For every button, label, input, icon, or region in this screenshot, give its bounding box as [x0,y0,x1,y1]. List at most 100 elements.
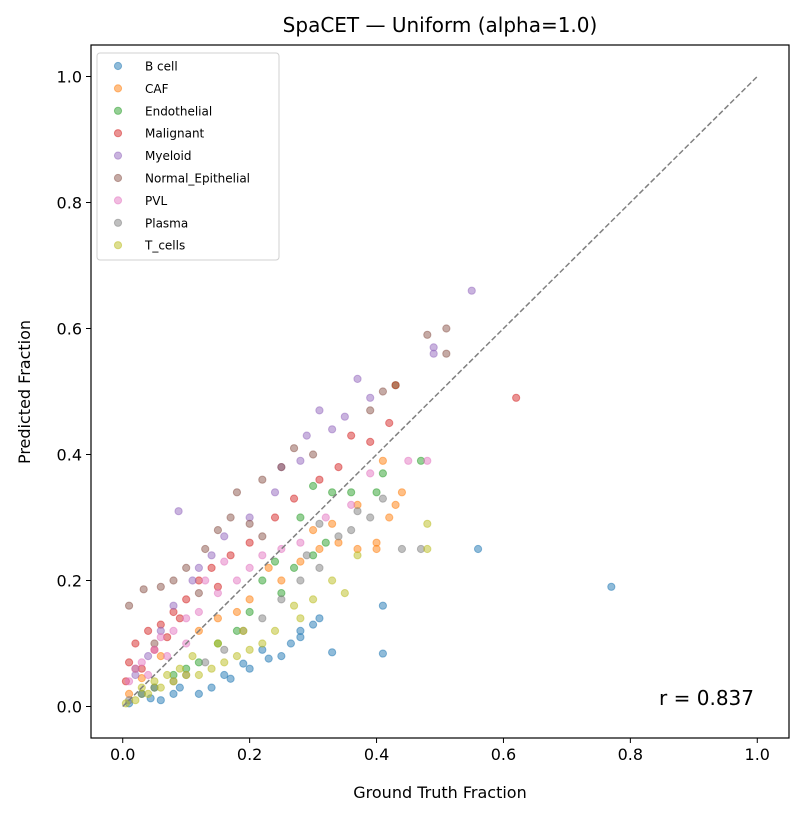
data-point [347,526,356,535]
data-point [245,607,254,617]
data-point [182,563,191,573]
data-point [124,601,134,610]
data-point [378,601,387,610]
data-point [194,670,203,680]
legend-item: Plasma [113,216,188,230]
legend-item: B cell [113,60,178,74]
legend-label: PVL [145,194,167,208]
data-point [296,513,305,522]
data-point [353,507,362,516]
data-point [289,494,299,503]
data-point [308,481,318,491]
data-point [124,658,134,667]
legend-item: CAF [113,82,169,96]
x-axis-label: Ground Truth Fraction [353,783,526,802]
data-point [207,563,216,573]
data-point [423,544,432,554]
data-point [277,463,286,472]
data-point [175,664,184,673]
data-point [391,381,400,390]
data-point [286,639,295,648]
data-point [372,488,381,497]
data-point [163,670,172,680]
data-point [245,538,254,547]
data-point [308,450,318,459]
data-point [607,582,616,591]
series-plasma [124,494,426,705]
data-point [340,589,349,598]
chart-title: SpaCET — Uniform (alpha=1.0) [283,13,598,37]
data-point [302,431,311,440]
data-point [213,614,223,623]
series-myeloid [131,286,476,680]
data-point [334,463,343,472]
legend-marker [113,241,123,250]
data-point [315,475,324,484]
data-point [245,595,254,604]
legend-label: Normal_Epithelial [145,172,250,186]
data-point [328,648,337,657]
data-point [315,614,324,623]
data-point [328,519,337,528]
data-point [232,576,242,585]
data-point [131,639,140,648]
data-point [308,620,318,629]
data-point [334,532,343,541]
data-point [308,595,318,604]
legend-item: T_cells [113,239,185,253]
legend-marker [113,173,123,183]
y-tick-label: 0.2 [57,572,82,591]
legend-label: CAF [145,82,169,96]
data-point [372,544,381,554]
y-tick-label: 0.4 [57,446,82,465]
data-point [258,576,267,585]
data-point [226,551,235,560]
data-point [169,677,178,686]
data-point [156,633,165,642]
data-point [296,557,305,566]
data-point [308,526,318,535]
data-point [182,595,191,604]
data-point [245,645,254,654]
data-point [232,607,242,617]
data-point [182,670,191,680]
legend-label: Plasma [145,216,188,230]
data-point [270,488,280,497]
data-point [137,674,146,683]
data-point [169,626,178,636]
data-point [232,488,242,497]
data-point [150,677,159,686]
data-point [201,544,210,554]
reference-line [122,75,758,708]
y-tick-label: 0.6 [57,320,82,339]
data-point [315,563,324,573]
data-point [512,393,521,402]
data-point [258,614,267,623]
x-tick-label: 0.4 [364,745,389,764]
data-point [245,563,254,573]
x-tick-label: 1.0 [745,745,770,764]
data-point [321,538,330,547]
data-point [169,601,178,610]
data-point [270,626,280,636]
legend-label: B cell [145,60,178,74]
data-point [156,582,165,591]
data-point [258,639,267,648]
legend-item: Normal_Epithelial [113,172,250,186]
data-point [156,683,165,692]
data-point [207,551,216,560]
data-point [194,563,203,573]
data-point [340,412,349,421]
data-point [239,659,248,668]
data-point [226,513,235,522]
data-point [423,456,432,465]
data-point [277,595,286,604]
data-point [220,670,229,680]
data-point [277,576,286,585]
data-point [131,664,140,673]
data-point [163,652,172,661]
series-malignant [121,381,521,686]
data-point [213,526,223,535]
legend-box [96,52,280,261]
